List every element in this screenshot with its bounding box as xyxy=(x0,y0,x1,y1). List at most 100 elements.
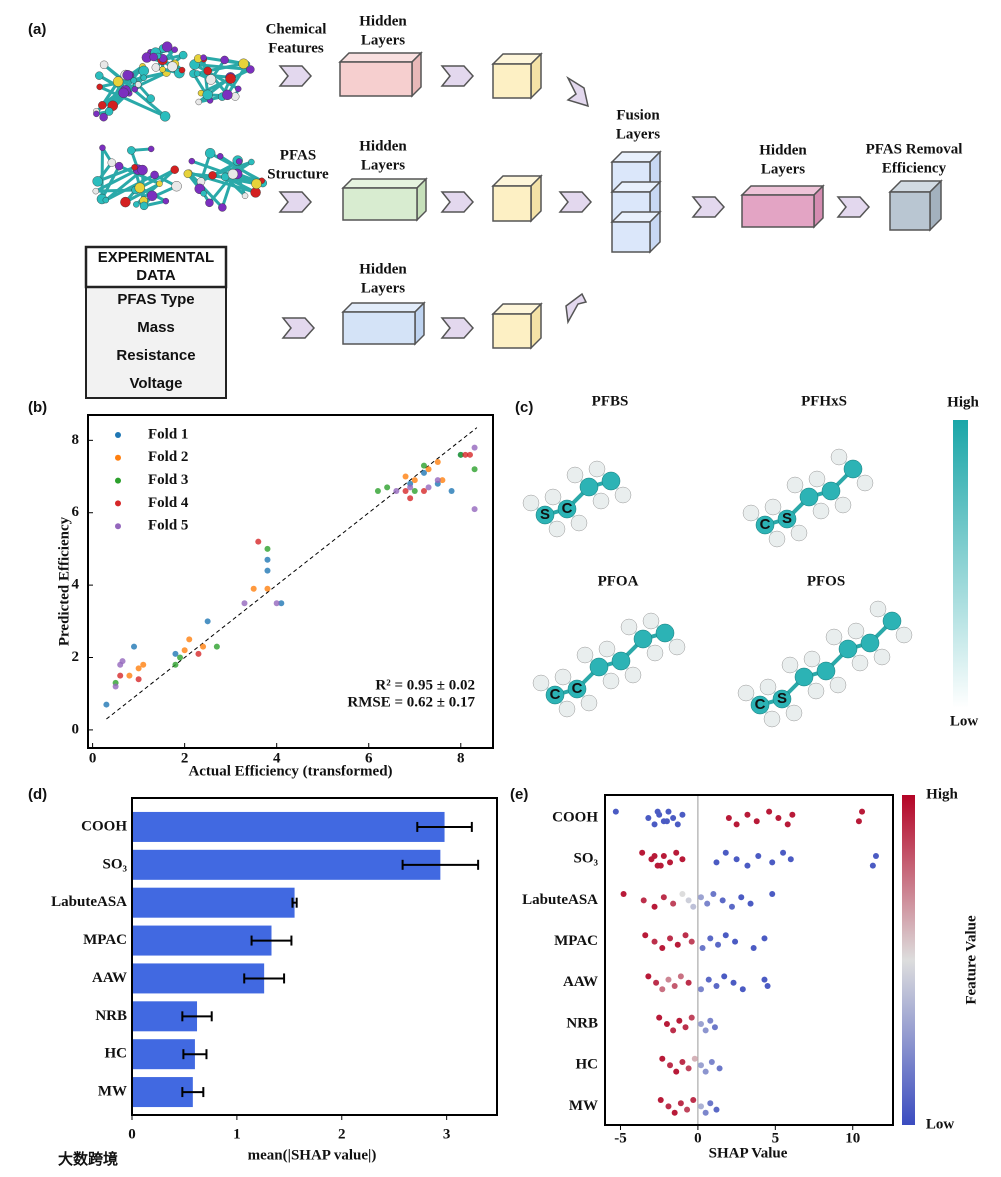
atom xyxy=(205,198,214,208)
point xyxy=(384,484,391,491)
atom xyxy=(193,70,201,77)
atom xyxy=(114,161,124,171)
point xyxy=(407,484,414,491)
atom xyxy=(785,704,803,722)
atom-label: C xyxy=(755,696,766,713)
panel-label: (b) xyxy=(28,399,47,416)
point xyxy=(702,1109,709,1116)
atom xyxy=(567,679,587,699)
atom xyxy=(170,165,179,174)
point xyxy=(135,665,142,672)
point xyxy=(112,683,119,690)
atom xyxy=(127,146,136,155)
point xyxy=(764,983,771,989)
diagram-label: Layers xyxy=(761,161,805,177)
y-tick-label: MPAC xyxy=(554,933,598,949)
molecule xyxy=(532,612,686,718)
atom xyxy=(120,196,131,208)
atom xyxy=(167,61,178,72)
box-item: Voltage xyxy=(129,375,182,392)
point xyxy=(702,1027,709,1034)
atom xyxy=(570,514,588,532)
point xyxy=(722,932,729,939)
hidden-layer xyxy=(740,184,825,229)
bar xyxy=(132,849,441,880)
point xyxy=(425,466,432,473)
point xyxy=(719,897,726,904)
atom xyxy=(873,648,891,666)
atom xyxy=(737,684,755,702)
atom xyxy=(838,639,858,659)
point xyxy=(784,821,791,828)
atom xyxy=(548,520,566,538)
point xyxy=(673,849,680,856)
diagram-label: Fusion xyxy=(616,107,660,123)
point xyxy=(688,938,695,945)
point xyxy=(755,853,762,859)
bond xyxy=(105,173,156,202)
atom xyxy=(204,148,216,159)
cube xyxy=(491,174,543,223)
colorbar xyxy=(902,795,915,1125)
x-tick-label: -5 xyxy=(614,1130,627,1146)
atom xyxy=(812,502,830,520)
atom xyxy=(138,65,149,77)
atom xyxy=(218,203,227,212)
diagram-label: Efficiency xyxy=(882,160,947,176)
output-cube xyxy=(888,179,943,232)
bond xyxy=(193,63,239,91)
atom xyxy=(851,654,869,672)
point xyxy=(739,986,746,993)
diagram-label: Chemical xyxy=(266,21,327,37)
atom xyxy=(557,499,577,519)
point xyxy=(732,938,739,945)
atom xyxy=(535,505,555,525)
molecule-name: PFHxS xyxy=(801,393,847,409)
atom xyxy=(808,470,826,488)
point xyxy=(653,979,660,986)
atom xyxy=(847,622,865,640)
point xyxy=(677,1100,684,1107)
atom xyxy=(149,52,158,62)
y-tick-label: HC xyxy=(105,1046,128,1062)
atom xyxy=(750,695,770,715)
hidden-layer xyxy=(338,51,423,98)
point xyxy=(670,1027,677,1034)
point xyxy=(704,900,711,907)
point xyxy=(677,973,684,980)
atom xyxy=(183,169,193,178)
point xyxy=(651,853,658,859)
point xyxy=(769,859,776,866)
point xyxy=(663,1021,670,1027)
x-tick-label: 3 xyxy=(443,1126,451,1142)
atom xyxy=(772,689,792,709)
point xyxy=(750,945,757,951)
diagram-label: Hidden xyxy=(359,13,407,29)
molecule-name: PFOA xyxy=(598,573,639,589)
point xyxy=(679,811,686,818)
point xyxy=(135,676,142,683)
diagram-label: Layers xyxy=(616,126,660,142)
point xyxy=(457,451,464,458)
point xyxy=(103,701,110,708)
legend-label: Fold 3 xyxy=(148,472,188,488)
hidden-layer xyxy=(341,177,428,222)
box-front xyxy=(889,191,931,231)
point xyxy=(200,643,207,650)
point xyxy=(747,900,754,907)
point xyxy=(711,1024,718,1031)
x-tick-label: 5 xyxy=(772,1130,780,1146)
colorbar-label: High xyxy=(926,786,958,802)
x-tick-label: 0 xyxy=(694,1130,702,1146)
y-tick-label: COOH xyxy=(552,809,598,825)
arrow xyxy=(565,292,588,325)
y-tick-label: MPAC xyxy=(83,932,127,948)
x-axis-label: mean(|SHAP value|) xyxy=(248,1147,377,1163)
atom xyxy=(122,70,133,81)
y-tick-label: HC xyxy=(576,1057,599,1073)
x-tick-label: 0 xyxy=(89,750,97,766)
x-tick-label: 2 xyxy=(338,1126,346,1142)
data-box-header xyxy=(84,245,228,289)
point xyxy=(204,618,211,625)
atom xyxy=(159,111,171,122)
